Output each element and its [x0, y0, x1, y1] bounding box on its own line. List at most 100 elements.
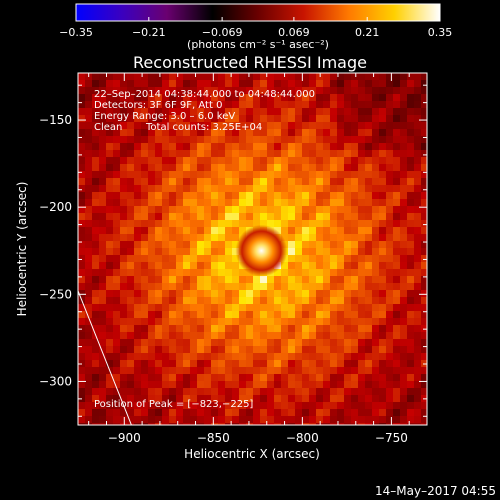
image-pixel	[421, 129, 427, 136]
image-pixel	[211, 416, 218, 423]
image-pixel	[358, 283, 365, 290]
image-pixel	[365, 290, 372, 297]
image-pixel	[295, 346, 302, 353]
image-pixel	[127, 262, 134, 269]
image-pixel	[120, 171, 127, 178]
image-pixel	[421, 325, 427, 332]
image-pixel	[302, 416, 309, 423]
image-pixel	[113, 199, 120, 206]
image-pixel	[113, 73, 120, 80]
image-pixel	[421, 213, 427, 220]
image-pixel	[407, 248, 414, 255]
image-pixel	[246, 395, 253, 402]
image-pixel	[148, 129, 155, 136]
image-pixel	[330, 283, 337, 290]
image-pixel	[421, 318, 427, 325]
image-pixel	[316, 367, 323, 374]
image-pixel	[288, 115, 295, 122]
image-pixel	[127, 164, 134, 171]
image-pixel	[148, 136, 155, 143]
image-pixel	[183, 395, 190, 402]
image-pixel	[176, 276, 183, 283]
image-pixel	[239, 416, 246, 423]
image-pixel	[246, 409, 253, 416]
image-pixel	[190, 255, 197, 262]
image-pixel	[190, 143, 197, 150]
image-pixel	[323, 115, 330, 122]
image-pixel	[295, 297, 302, 304]
image-pixel	[351, 234, 358, 241]
image-pixel	[309, 129, 316, 136]
image-pixel	[134, 248, 141, 255]
image-pixel	[225, 234, 232, 241]
image-pixel	[400, 136, 407, 143]
image-pixel	[260, 381, 267, 388]
image-pixel	[197, 416, 204, 423]
image-pixel	[106, 290, 113, 297]
image-pixel	[232, 87, 239, 94]
image-pixel	[239, 220, 246, 227]
image-pixel	[134, 255, 141, 262]
image-pixel	[330, 346, 337, 353]
image-pixel	[358, 87, 365, 94]
image-pixel	[316, 374, 323, 381]
image-pixel	[302, 87, 309, 94]
image-pixel	[351, 108, 358, 115]
image-pixel	[351, 318, 358, 325]
image-pixel	[323, 283, 330, 290]
image-pixel	[344, 206, 351, 213]
image-pixel	[232, 206, 239, 213]
image-pixel	[379, 206, 386, 213]
image-pixel	[323, 332, 330, 339]
image-pixel	[190, 325, 197, 332]
image-pixel	[372, 255, 379, 262]
image-pixel	[155, 108, 162, 115]
image-pixel	[127, 388, 134, 395]
image-pixel	[85, 122, 92, 129]
image-pixel	[421, 122, 427, 129]
image-pixel	[134, 101, 141, 108]
image-pixel	[155, 115, 162, 122]
image-pixel	[260, 367, 267, 374]
image-pixel	[316, 381, 323, 388]
image-pixel	[225, 157, 232, 164]
image-pixel	[197, 80, 204, 87]
image-pixel	[344, 360, 351, 367]
image-pixel	[393, 325, 400, 332]
image-pixel	[239, 157, 246, 164]
image-pixel	[162, 241, 169, 248]
image-pixel	[253, 164, 260, 171]
image-pixel	[400, 374, 407, 381]
image-pixel	[386, 206, 393, 213]
image-pixel	[407, 206, 414, 213]
image-pixel	[197, 423, 204, 425]
image-pixel	[204, 297, 211, 304]
image-pixel	[127, 213, 134, 220]
image-pixel	[183, 339, 190, 346]
image-pixel	[386, 402, 393, 409]
image-pixel	[267, 395, 274, 402]
image-pixel	[253, 395, 260, 402]
image-pixel	[267, 87, 274, 94]
image-pixel	[386, 178, 393, 185]
image-pixel	[302, 241, 309, 248]
image-pixel	[295, 325, 302, 332]
image-pixel	[218, 234, 225, 241]
image-pixel	[204, 227, 211, 234]
image-pixel	[92, 185, 99, 192]
image-pixel	[218, 388, 225, 395]
image-pixel	[407, 143, 414, 150]
image-pixel	[239, 150, 246, 157]
image-pixel	[316, 136, 323, 143]
image-pixel	[358, 353, 365, 360]
image-pixel	[260, 353, 267, 360]
image-pixel	[344, 101, 351, 108]
image-pixel	[120, 297, 127, 304]
peak-position-text: Position of Peak = [−823,−225]	[94, 399, 253, 410]
image-pixel	[190, 129, 197, 136]
image-pixel	[141, 227, 148, 234]
image-pixel	[421, 255, 427, 262]
image-pixel	[92, 150, 99, 157]
image-pixel	[218, 241, 225, 248]
image-pixel	[113, 94, 120, 101]
